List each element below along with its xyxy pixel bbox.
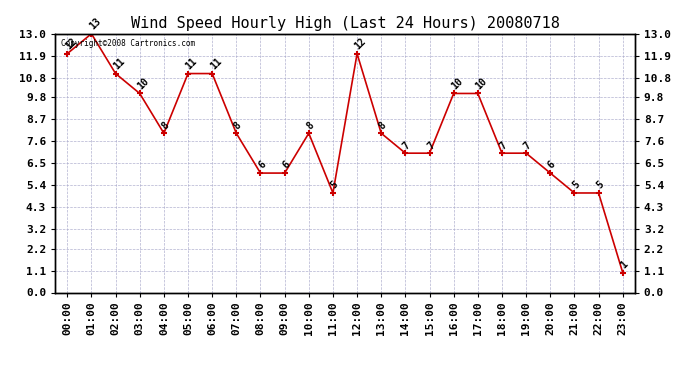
Text: 13: 13: [87, 16, 103, 32]
Text: 7: 7: [497, 140, 509, 151]
Text: 8: 8: [232, 120, 244, 131]
Text: 6: 6: [280, 160, 292, 171]
Text: 8: 8: [159, 120, 171, 131]
Text: 6: 6: [256, 160, 268, 171]
Text: 5: 5: [594, 180, 606, 191]
Text: 10: 10: [473, 76, 489, 91]
Text: 10: 10: [449, 76, 465, 91]
Text: 12: 12: [63, 36, 79, 51]
Text: 11: 11: [111, 56, 127, 71]
Text: 7: 7: [401, 140, 413, 151]
Text: 8: 8: [377, 120, 388, 131]
Text: 7: 7: [522, 140, 533, 151]
Text: 5: 5: [328, 180, 340, 191]
Text: 11: 11: [184, 56, 199, 71]
Text: 1: 1: [618, 259, 630, 270]
Title: Wind Speed Hourly High (Last 24 Hours) 20080718: Wind Speed Hourly High (Last 24 Hours) 2…: [130, 16, 560, 31]
Text: 12: 12: [353, 36, 368, 51]
Text: 8: 8: [304, 120, 316, 131]
Text: Copyright©2008 Cartronics.com: Copyright©2008 Cartronics.com: [61, 39, 195, 48]
Text: 5: 5: [570, 180, 582, 191]
Text: 7: 7: [425, 140, 437, 151]
Text: 6: 6: [546, 160, 558, 171]
Text: 10: 10: [135, 76, 151, 91]
Text: 11: 11: [208, 56, 224, 71]
